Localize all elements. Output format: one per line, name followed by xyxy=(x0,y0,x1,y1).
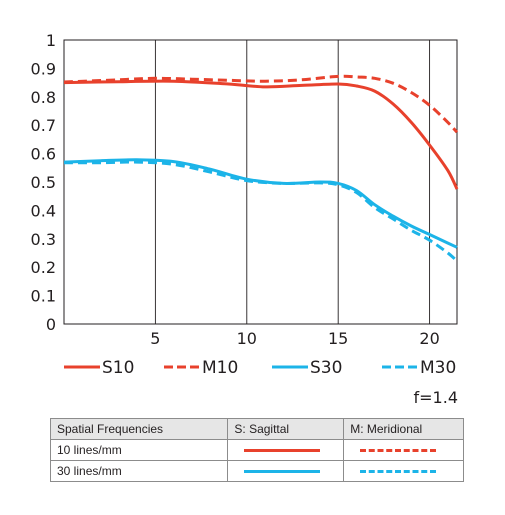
meridional-swatch xyxy=(360,448,437,452)
sagittal-swatch xyxy=(244,448,321,452)
legend-label-m30: M30 xyxy=(420,358,456,378)
y-tick-label: 0.2 xyxy=(31,258,56,277)
legend-label-s30: S30 xyxy=(310,358,342,378)
frequency-key-table: Spatial Frequencies S: Sagittal M: Merid… xyxy=(49,418,464,482)
key-swatch-cell xyxy=(343,439,464,461)
x-tick-label: 5 xyxy=(150,329,160,348)
x-tick-label: 20 xyxy=(419,329,439,348)
key-swatch-cell xyxy=(343,460,464,482)
y-tick-label: 0 xyxy=(46,315,56,334)
mtf-chart: 00.10.20.30.40.50.60.70.80.915 10 15 20 S10… xyxy=(31,31,459,407)
y-tick-label: 0.1 xyxy=(31,287,56,306)
y-tick-label: 0.4 xyxy=(31,201,56,220)
y-tick-label: 1 xyxy=(46,31,56,50)
key-header-sagittal: S: Sagittal xyxy=(227,418,345,440)
plot-frame xyxy=(63,39,458,325)
series-lines xyxy=(63,74,459,263)
y-tick-label: 0.9 xyxy=(31,59,56,78)
tick-labels: 00.10.20.30.40.50.60.70.80.915 10 15 20 xyxy=(31,31,440,348)
key-header-row: Spatial Frequencies S: Sagittal M: Merid… xyxy=(49,418,464,440)
legend-label-m10: M10 xyxy=(202,358,238,378)
series-m30-line xyxy=(63,160,459,263)
key-row: 10 lines/mm xyxy=(49,439,464,461)
series-m10-line xyxy=(63,74,459,134)
x-tick-label: 10 xyxy=(237,329,257,348)
x-tick-label: 15 xyxy=(328,329,348,348)
key-row-label: 30 lines/mm xyxy=(49,460,229,482)
y-tick-label: 0.3 xyxy=(31,230,56,249)
key-header-meridional: M: Meridional xyxy=(343,418,464,440)
meridional-swatch xyxy=(360,469,437,473)
aperture-label: f=1.4 xyxy=(414,388,458,407)
series-s30-line xyxy=(63,158,458,249)
key-row-label: 10 lines/mm xyxy=(49,439,229,461)
key-row: 30 lines/mm xyxy=(49,460,464,482)
y-tick-label: 0.8 xyxy=(31,88,56,107)
series-s10-line xyxy=(63,79,459,190)
key-swatch-cell xyxy=(227,439,345,461)
y-tick-label: 0.7 xyxy=(31,116,56,135)
y-tick-label: 0.6 xyxy=(31,145,56,164)
y-tick-label: 0.5 xyxy=(31,173,56,192)
key-header-frequencies: Spatial Frequencies xyxy=(49,418,229,440)
sagittal-swatch xyxy=(244,469,321,473)
legend-label-s10: S10 xyxy=(102,358,134,378)
legend: S10 M10 S30 M30 xyxy=(64,358,456,378)
key-swatch-cell xyxy=(227,460,345,482)
